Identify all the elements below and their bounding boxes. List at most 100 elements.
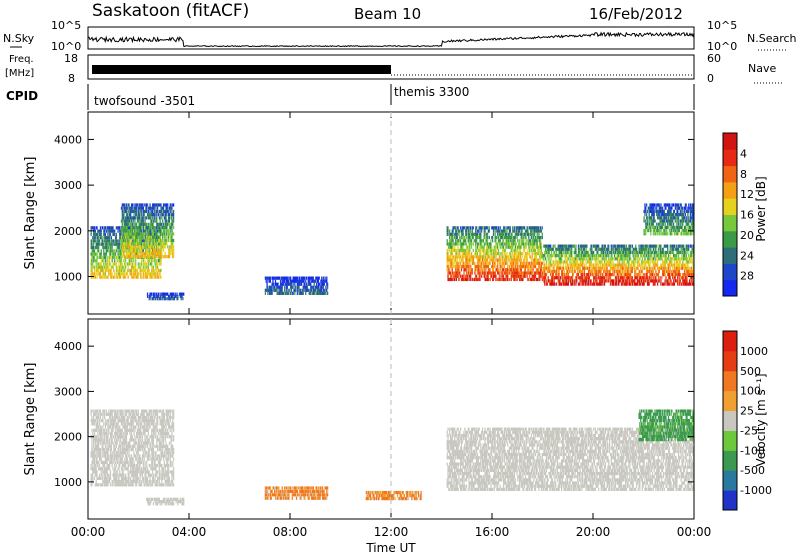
range-gate-cell	[514, 261, 516, 265]
range-gate-cell	[569, 244, 571, 248]
range-gate-cell	[553, 282, 555, 286]
range-gate-cell	[508, 271, 511, 275]
range-gate-cell	[502, 264, 504, 269]
range-gate-cell	[692, 273, 694, 277]
range-gate-cell	[133, 259, 135, 263]
range-gate-cell	[170, 245, 172, 249]
range-gate-cell	[546, 247, 548, 251]
range-gate-cell	[134, 216, 136, 220]
range-gate-cell	[609, 260, 612, 264]
range-gate-cell	[162, 206, 164, 210]
range-gate-cell	[271, 282, 273, 286]
range-gate-cell	[531, 277, 533, 282]
range-gate-cell	[566, 247, 568, 251]
range-gate-cell	[589, 282, 591, 286]
range-gate-cell	[512, 245, 514, 249]
range-gate-cell	[123, 275, 125, 279]
range-gate-cell	[478, 277, 480, 282]
range-gate-cell	[549, 247, 551, 251]
range-gate-cell	[621, 263, 623, 267]
range-gate-cell	[96, 242, 98, 246]
range-gate-cell	[550, 266, 552, 270]
range-gate-cell	[671, 244, 673, 248]
range-gate-cell	[665, 254, 667, 258]
range-gate-cell	[685, 276, 687, 280]
range-gate-cell	[505, 271, 507, 275]
range-gate-cell	[101, 268, 103, 273]
range-gate-cell	[150, 262, 152, 266]
range-gate-cell	[601, 273, 603, 277]
range-gate-cell	[298, 291, 300, 295]
range-gate-cell	[520, 264, 522, 269]
range-gate-cell	[633, 257, 635, 261]
range-gate-cell	[592, 254, 594, 258]
range-gate-cell	[567, 247, 569, 251]
range-gate-cell	[486, 239, 488, 243]
range-gate-cell	[508, 264, 511, 269]
range-gate-cell	[662, 254, 665, 258]
range-gate-cell	[160, 238, 162, 243]
range-gate-cell	[135, 225, 138, 230]
range-gate-cell	[663, 260, 665, 264]
range-gate-cell	[507, 232, 510, 236]
range-gate-cell	[562, 282, 564, 286]
range-gate-cell	[650, 247, 652, 251]
range-gate-cell	[630, 269, 632, 274]
range-gate-cell	[147, 245, 149, 249]
range-gate-cell	[447, 252, 449, 256]
range-gate-cell	[571, 263, 573, 267]
range-gate-cell	[488, 271, 490, 275]
range-gate-cell	[609, 276, 612, 280]
range-gate-cell	[614, 266, 617, 270]
range-gate-cell	[561, 257, 563, 261]
range-gate-cell	[570, 263, 572, 267]
range-gate-cell	[109, 272, 112, 276]
range-gate-cell	[142, 262, 144, 266]
range-gate-cell	[519, 274, 522, 278]
range-gate-cell	[651, 250, 654, 255]
range-gate-cell	[450, 261, 452, 265]
range-gate-cell	[111, 252, 113, 256]
range-gate-cell	[93, 232, 96, 237]
range-gate-cell	[146, 248, 148, 252]
range-gate-cell	[136, 251, 139, 255]
range-gate-cell	[135, 255, 137, 259]
range-gate-cell	[532, 235, 534, 240]
range-gate-cell	[613, 263, 615, 267]
range-gate-cell	[683, 282, 686, 286]
range-gate-cell	[516, 248, 518, 253]
range-gate-cell	[172, 219, 174, 223]
range-gate-cell	[91, 275, 93, 279]
range-gate-cell	[483, 271, 485, 275]
range-gate-cell	[299, 288, 301, 292]
range-gate-cell	[127, 268, 129, 273]
range-gate-cell	[283, 282, 285, 286]
range-gate-cell	[302, 276, 304, 280]
range-gate-cell	[464, 252, 466, 256]
range-gate-cell	[512, 255, 514, 259]
range-gate-cell	[506, 268, 508, 272]
range-gate-cell	[143, 203, 145, 207]
range-gate-cell	[109, 249, 111, 253]
range-gate-cell	[662, 260, 664, 264]
range-gate-cell	[129, 259, 131, 263]
range-gate-cell	[268, 279, 271, 283]
range-gate-cell	[625, 247, 628, 251]
range-gate-cell	[538, 232, 540, 236]
range-gate-cell	[670, 260, 672, 264]
range-gate-cell	[646, 273, 649, 277]
range-gate-cell	[153, 236, 155, 240]
range-gate-cell	[125, 255, 128, 259]
range-gate-cell	[149, 292, 151, 296]
range-gate-cell	[167, 238, 170, 243]
range-gate-cell	[672, 273, 675, 277]
range-gate-cell	[633, 263, 635, 267]
range-gate-cell	[452, 271, 454, 275]
range-gate-cell	[667, 263, 670, 267]
range-gate-cell	[294, 276, 296, 280]
range-gate-cell	[626, 273, 628, 277]
range-gate-cell	[272, 282, 274, 286]
range-gate-cell	[274, 288, 277, 292]
range-gate-cell	[128, 226, 130, 230]
range-gate-cell	[135, 262, 137, 266]
